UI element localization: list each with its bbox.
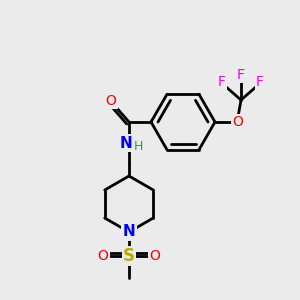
Text: O: O xyxy=(150,249,160,263)
Text: N: N xyxy=(120,136,132,151)
Text: O: O xyxy=(106,94,116,108)
Text: S: S xyxy=(123,247,135,265)
Text: F: F xyxy=(256,75,264,89)
Text: F: F xyxy=(237,68,245,82)
Text: O: O xyxy=(232,115,243,129)
Text: N: N xyxy=(123,224,135,239)
Text: F: F xyxy=(218,75,226,89)
Text: H: H xyxy=(133,140,143,154)
Text: O: O xyxy=(98,249,108,263)
